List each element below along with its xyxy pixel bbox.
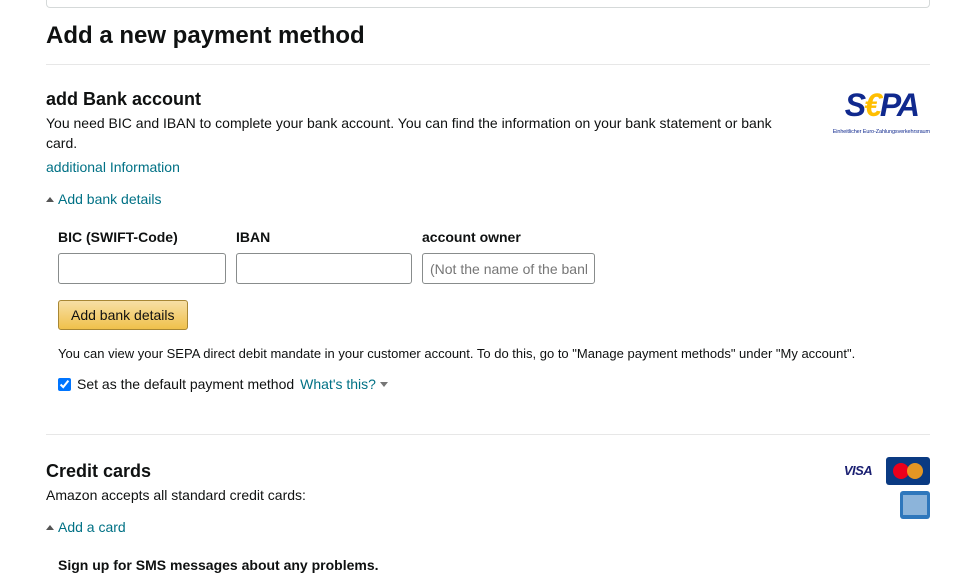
add-bank-details-link: Add bank details bbox=[58, 189, 162, 209]
chevron-up-icon bbox=[46, 525, 54, 530]
bank-section: S€PA Einheitlicher Euro-Zahlungsverkehrs… bbox=[46, 65, 930, 435]
add-card-link: Add a card bbox=[58, 517, 126, 537]
bic-label: BIC (SWIFT-Code) bbox=[58, 227, 226, 247]
add-bank-details-button[interactable]: Add bank details bbox=[58, 300, 188, 330]
owner-label: account owner bbox=[422, 227, 595, 247]
add-bank-details-expander[interactable]: Add bank details bbox=[46, 189, 930, 209]
chevron-down-icon bbox=[380, 382, 388, 387]
iban-label: IBAN bbox=[236, 227, 412, 247]
default-payment-checkbox[interactable] bbox=[58, 378, 71, 391]
page-title: Add a new payment method bbox=[46, 20, 930, 52]
owner-input[interactable] bbox=[422, 253, 595, 284]
cards-section-title: Credit cards bbox=[46, 459, 790, 483]
add-card-expander[interactable]: Add a card bbox=[46, 517, 930, 537]
sms-note: Sign up for SMS messages about any probl… bbox=[58, 555, 930, 575]
bank-section-title: add Bank account bbox=[46, 87, 790, 111]
additional-info-link[interactable]: additional Information bbox=[46, 157, 180, 177]
cards-section: VISA Credit cards Amazon accepts all sta… bbox=[46, 435, 930, 575]
bank-section-desc: You need BIC and IBAN to complete your b… bbox=[46, 113, 790, 153]
sepa-mandate-note: You can view your SEPA direct debit mand… bbox=[58, 344, 930, 364]
bic-input[interactable] bbox=[58, 253, 226, 284]
whats-this-link[interactable]: What's this? bbox=[300, 374, 388, 394]
chevron-up-icon bbox=[46, 197, 54, 202]
bank-form-row: BIC (SWIFT-Code) IBAN account owner bbox=[46, 227, 930, 284]
cards-section-desc: Amazon accepts all standard credit cards… bbox=[46, 485, 790, 505]
default-payment-label: Set as the default payment method bbox=[77, 374, 294, 394]
iban-input[interactable] bbox=[236, 253, 412, 284]
previous-panel-bottom bbox=[46, 0, 930, 8]
